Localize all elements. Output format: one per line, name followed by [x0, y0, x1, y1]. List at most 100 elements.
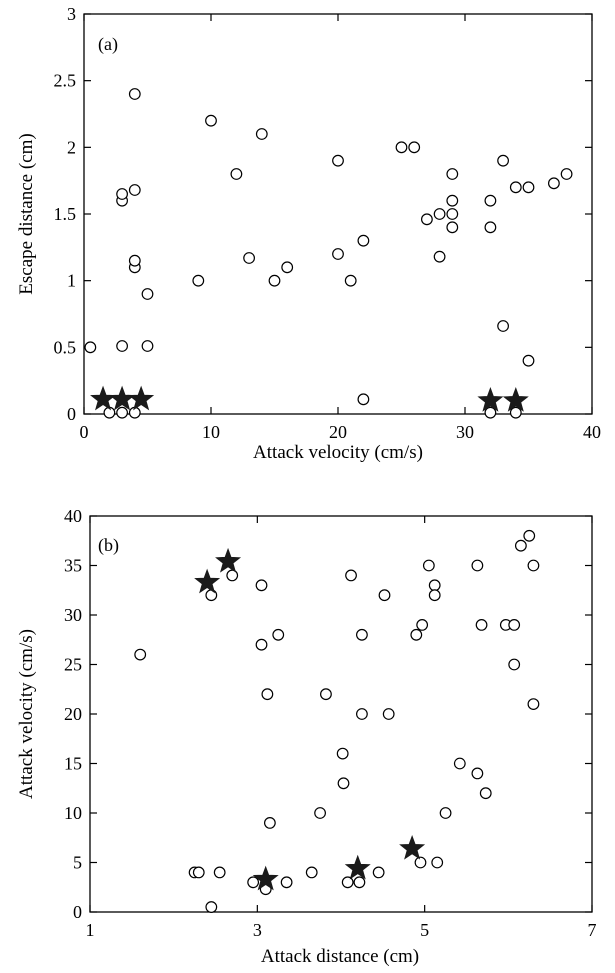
data-point	[527, 559, 540, 572]
data-point	[263, 817, 276, 829]
star-marker	[109, 385, 136, 411]
data-point	[280, 876, 293, 889]
data-point	[471, 559, 484, 572]
star-marker	[477, 387, 504, 412]
data-point	[548, 177, 560, 190]
y-tick-label: 30	[64, 605, 82, 625]
data-point	[428, 579, 441, 592]
data-point	[527, 698, 540, 710]
data-point	[560, 168, 573, 180]
data-point	[268, 274, 281, 287]
data-point	[116, 340, 128, 352]
data-point	[345, 569, 357, 582]
y-tick-label: 3	[67, 4, 76, 24]
y-tick-label: 35	[64, 556, 82, 576]
data-point	[230, 168, 243, 180]
data-point	[128, 254, 141, 267]
panel-a-x-axis-label: Attack velocity (cm/s)	[253, 442, 423, 463]
data-point	[446, 208, 459, 220]
panel-a-data-points	[84, 88, 573, 419]
data-point	[261, 688, 274, 701]
data-point	[336, 747, 349, 760]
y-tick-label: 25	[64, 655, 82, 675]
panel-b-x-axis-label: Attack distance (cm)	[261, 946, 419, 967]
star-marker	[215, 547, 242, 573]
data-point	[522, 354, 535, 367]
y-tick-label: 0.5	[54, 337, 77, 357]
x-tick-label: 40	[583, 422, 601, 442]
data-point	[372, 866, 385, 879]
y-tick-label: 20	[64, 704, 82, 724]
data-point	[428, 589, 441, 602]
data-point	[408, 141, 421, 154]
y-tick-label: 0	[73, 902, 82, 922]
data-point	[344, 274, 357, 287]
y-tick-label: 15	[64, 754, 82, 774]
x-tick-label: 7	[588, 920, 597, 940]
data-point	[522, 181, 535, 194]
x-tick-label: 5	[420, 920, 429, 940]
data-point	[332, 248, 344, 260]
data-point	[382, 708, 395, 720]
data-point	[484, 221, 497, 234]
data-point	[281, 261, 294, 274]
data-point	[416, 619, 429, 631]
data-point	[378, 589, 391, 602]
data-point	[128, 88, 141, 100]
x-tick-label: 0	[80, 422, 89, 442]
data-point	[337, 777, 350, 790]
data-point	[192, 866, 205, 879]
data-point	[341, 876, 354, 889]
data-point	[255, 638, 268, 651]
data-point	[508, 619, 521, 631]
y-tick-label: 40	[64, 506, 82, 526]
y-tick-label: 0	[67, 404, 76, 424]
data-point	[141, 288, 154, 300]
star-marker	[399, 834, 426, 860]
data-point	[484, 194, 497, 207]
panel-b-plot-frame	[89, 515, 593, 913]
data-point	[332, 154, 344, 167]
panel-a-label: (a)	[98, 34, 118, 55]
data-point	[320, 688, 332, 701]
panel-a-y-ticks: 0 0.5 1 1.5 2 2.5 3	[54, 4, 592, 424]
data-point	[116, 188, 128, 200]
data-point	[395, 141, 408, 154]
panel-b-x-ticks: 1 3 5 7	[86, 516, 597, 940]
data-point	[422, 559, 435, 572]
data-point	[484, 406, 497, 419]
data-point	[523, 529, 536, 542]
panel-a-y-axis-label: Escape distance (cm)	[16, 133, 37, 294]
x-tick-label: 20	[329, 422, 347, 442]
data-point	[255, 128, 268, 140]
data-point	[357, 234, 370, 247]
data-point	[205, 901, 218, 913]
panel-b-y-ticks: 0 5 10 15 20 25 30 35 40	[64, 506, 592, 922]
data-point	[226, 569, 239, 582]
data-point	[141, 340, 154, 352]
data-point	[497, 320, 510, 332]
y-tick-label: 1.5	[54, 204, 77, 224]
data-point	[433, 208, 446, 220]
data-point	[84, 341, 97, 354]
data-point	[272, 628, 285, 641]
data-point	[475, 619, 488, 631]
data-point	[410, 628, 423, 641]
star-marker	[502, 387, 529, 412]
panel-a-x-ticks: 0 10 20 30 40	[80, 14, 601, 442]
x-tick-label: 3	[253, 920, 262, 940]
star-marker	[128, 385, 155, 411]
y-tick-label: 2	[67, 137, 76, 157]
data-point	[356, 708, 368, 720]
data-point	[414, 856, 427, 869]
data-point	[305, 866, 318, 879]
data-point	[128, 184, 141, 196]
data-point	[314, 807, 326, 819]
panel-a-plot-frame	[83, 13, 593, 415]
data-point	[134, 648, 147, 661]
data-point	[509, 406, 522, 419]
panel-b-label: (b)	[98, 535, 119, 556]
star-marker	[252, 865, 279, 891]
